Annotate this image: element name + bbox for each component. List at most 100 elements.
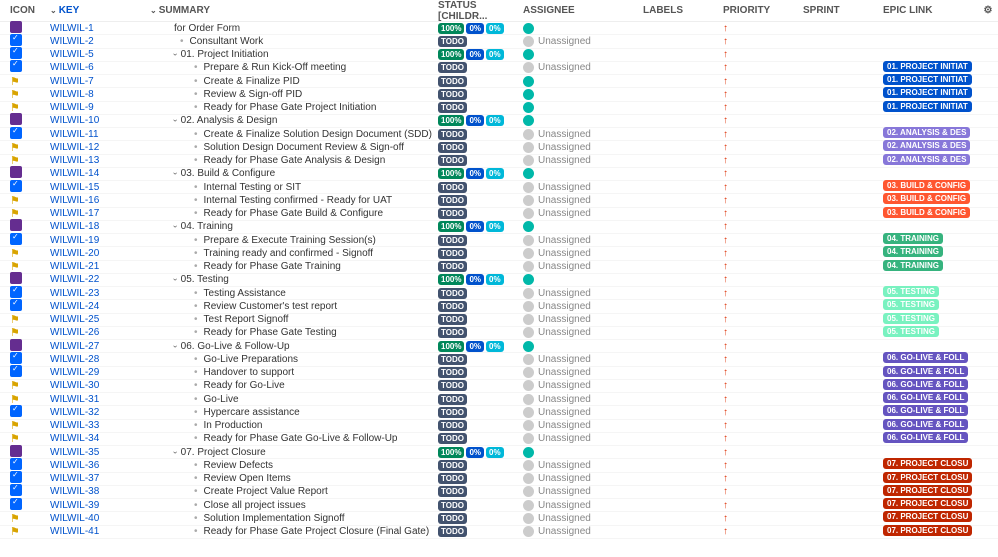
summary-cell[interactable]: •Solution Design Document Review & Sign-… xyxy=(150,142,438,153)
summary-cell[interactable]: ›04. Training xyxy=(150,221,438,232)
issue-key[interactable]: WILWIL-32 xyxy=(50,407,150,418)
table-row[interactable]: WILWIL-41•Ready for Phase Gate Project C… xyxy=(0,526,998,539)
assignee-cell[interactable]: Unassigned xyxy=(523,354,643,365)
status-cell[interactable]: TODO xyxy=(438,460,523,471)
expand-icon[interactable]: › xyxy=(171,226,180,229)
epic-cell[interactable]: 07. PROJECT CLOSU xyxy=(883,511,978,525)
assignee-cell[interactable] xyxy=(523,168,643,179)
issue-key[interactable]: WILWIL-41 xyxy=(50,526,150,537)
issue-key[interactable]: WILWIL-33 xyxy=(50,420,150,431)
status-cell[interactable]: 100%0%0% xyxy=(438,341,523,352)
issue-key[interactable]: WILWIL-40 xyxy=(50,513,150,524)
table-row[interactable]: WILWIL-19•Prepare & Execute Training Ses… xyxy=(0,234,998,247)
assignee-cell[interactable] xyxy=(523,23,643,34)
epic-pill[interactable]: 02. ANALYSIS & DES xyxy=(883,154,970,165)
assignee-cell[interactable]: Unassigned xyxy=(523,460,643,471)
issue-key[interactable]: WILWIL-37 xyxy=(50,473,150,484)
priority-cell[interactable]: ↑ xyxy=(723,235,803,246)
epic-pill[interactable]: 06. GO-LIVE & FOLL xyxy=(883,432,968,443)
assignee-cell[interactable] xyxy=(523,76,643,87)
issue-key[interactable]: WILWIL-8 xyxy=(50,89,150,100)
issue-key[interactable]: WILWIL-29 xyxy=(50,367,150,378)
priority-cell[interactable]: ↑ xyxy=(723,115,803,126)
summary-cell[interactable]: •Create & Finalize PID xyxy=(150,76,438,87)
assignee-cell[interactable]: Unassigned xyxy=(523,327,643,338)
status-cell[interactable]: TODO xyxy=(438,433,523,444)
assignee-cell[interactable]: Unassigned xyxy=(523,433,643,444)
epic-pill[interactable]: 01. PROJECT INITIAT xyxy=(883,74,972,85)
status-cell[interactable]: TODO xyxy=(438,261,523,272)
assignee-cell[interactable]: Unassigned xyxy=(523,301,643,312)
epic-cell[interactable]: 07. PROJECT CLOSU xyxy=(883,498,978,512)
summary-cell[interactable]: •Close all project issues xyxy=(150,500,438,511)
table-row[interactable]: WILWIL-11•Create & Finalize Solution Des… xyxy=(0,128,998,141)
assignee-cell[interactable] xyxy=(523,274,643,285)
header-key[interactable]: ⌄KEY xyxy=(50,5,150,16)
assignee-cell[interactable]: Unassigned xyxy=(523,394,643,405)
assignee-cell[interactable]: Unassigned xyxy=(523,314,643,325)
epic-cell[interactable]: 06. GO-LIVE & FOLL xyxy=(883,379,978,393)
priority-cell[interactable]: ↑ xyxy=(723,407,803,418)
issue-key[interactable]: WILWIL-24 xyxy=(50,301,150,312)
summary-cell[interactable]: •Solution Implementation Signoff xyxy=(150,513,438,524)
status-cell[interactable]: TODO xyxy=(438,195,523,206)
summary-cell[interactable]: •Internal Testing or SIT xyxy=(150,182,438,193)
issue-key-link[interactable]: WILWIL-14 xyxy=(50,168,99,179)
issue-key-link[interactable]: WILWIL-8 xyxy=(50,89,94,100)
priority-cell[interactable]: ↑ xyxy=(723,394,803,405)
summary-cell[interactable]: •Consultant Work xyxy=(150,36,438,47)
summary-cell[interactable]: •Ready for Phase Gate Project Initiation xyxy=(150,102,438,113)
expand-icon[interactable]: › xyxy=(171,451,180,454)
epic-pill[interactable]: 01. PROJECT INITIAT xyxy=(883,87,972,98)
issue-key[interactable]: WILWIL-5 xyxy=(50,49,150,60)
summary-cell[interactable]: •Ready for Phase Gate Analysis & Design xyxy=(150,155,438,166)
issue-key-link[interactable]: WILWIL-30 xyxy=(50,380,99,391)
priority-cell[interactable]: ↑ xyxy=(723,221,803,232)
issue-key[interactable]: WILWIL-21 xyxy=(50,261,150,272)
status-cell[interactable]: TODO xyxy=(438,208,523,219)
summary-cell[interactable]: •Ready for Phase Gate Go-Live & Follow-U… xyxy=(150,433,438,444)
assignee-cell[interactable] xyxy=(523,115,643,126)
issue-key-link[interactable]: WILWIL-35 xyxy=(50,447,99,458)
issue-key-link[interactable]: WILWIL-39 xyxy=(50,500,99,511)
epic-cell[interactable]: 01. PROJECT INITIAT xyxy=(883,101,978,115)
summary-cell[interactable]: ›05. Testing xyxy=(150,274,438,285)
priority-cell[interactable]: ↑ xyxy=(723,447,803,458)
summary-cell[interactable]: ›06. Go-Live & Follow-Up xyxy=(150,341,438,352)
table-row[interactable]: WILWIL-38•Create Project Value ReportTOD… xyxy=(0,486,998,499)
issue-key-link[interactable]: WILWIL-11 xyxy=(50,129,99,140)
epic-cell[interactable]: 06. GO-LIVE & FOLL xyxy=(883,405,978,419)
issue-key[interactable]: WILWIL-19 xyxy=(50,235,150,246)
table-row[interactable]: WILWIL-17•Ready for Phase Gate Build & C… xyxy=(0,208,998,221)
epic-pill[interactable]: 06. GO-LIVE & FOLL xyxy=(883,352,968,363)
epic-pill[interactable]: 07. PROJECT CLOSU xyxy=(883,511,972,522)
table-row[interactable]: WILWIL-32•Hypercare assistanceTODOUnassi… xyxy=(0,406,998,419)
assignee-cell[interactable] xyxy=(523,102,643,113)
table-row[interactable]: WILWIL-28•Go-Live PreparationsTODOUnassi… xyxy=(0,353,998,366)
summary-cell[interactable]: ›07. Project Closure xyxy=(150,447,438,458)
priority-cell[interactable]: ↑ xyxy=(723,62,803,73)
issue-key-link[interactable]: WILWIL-1 xyxy=(50,23,94,34)
epic-pill[interactable]: 04. TRAINING xyxy=(883,260,943,271)
epic-pill[interactable]: 06. GO-LIVE & FOLL xyxy=(883,405,968,416)
status-cell[interactable]: TODO xyxy=(438,182,523,193)
priority-cell[interactable]: ↑ xyxy=(723,49,803,60)
summary-cell[interactable]: •Go-Live xyxy=(150,394,438,405)
issue-key-link[interactable]: WILWIL-17 xyxy=(50,208,99,219)
status-cell[interactable]: TODO xyxy=(438,486,523,497)
status-cell[interactable]: TODO xyxy=(438,142,523,153)
epic-pill[interactable]: 05. TESTING xyxy=(883,313,939,324)
priority-cell[interactable]: ↑ xyxy=(723,195,803,206)
issue-key[interactable]: WILWIL-11 xyxy=(50,129,150,140)
issue-key[interactable]: WILWIL-27 xyxy=(50,341,150,352)
status-cell[interactable]: TODO xyxy=(438,129,523,140)
table-row[interactable]: WILWIL-9•Ready for Phase Gate Project In… xyxy=(0,102,998,115)
table-row[interactable]: WILWIL-16•Internal Testing confirmed - R… xyxy=(0,194,998,207)
table-row[interactable]: WILWIL-37•Review Open ItemsTODOUnassigne… xyxy=(0,473,998,486)
table-row[interactable]: WILWIL-39•Close all project issuesTODOUn… xyxy=(0,499,998,512)
assignee-cell[interactable]: Unassigned xyxy=(523,367,643,378)
epic-cell[interactable]: 01. PROJECT INITIAT xyxy=(883,74,978,88)
issue-key[interactable]: WILWIL-25 xyxy=(50,314,150,325)
summary-cell[interactable]: ›03. Build & Configure xyxy=(150,168,438,179)
table-row[interactable]: WILWIL-34•Ready for Phase Gate Go-Live &… xyxy=(0,433,998,446)
